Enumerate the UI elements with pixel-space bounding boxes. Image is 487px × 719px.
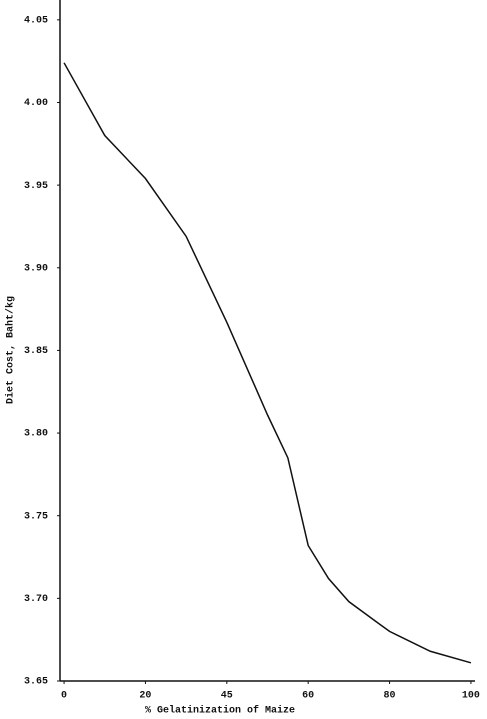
x-tick-label: 45 xyxy=(221,691,233,702)
x-tick-label: 80 xyxy=(384,691,396,702)
y-tick-label: 3.70 xyxy=(24,594,48,605)
y-tick-label: 3.85 xyxy=(24,346,48,357)
x-tick-label: 60 xyxy=(302,691,314,702)
y-tick-label: 4.00 xyxy=(24,98,48,109)
y-tick-label: 3.90 xyxy=(24,263,48,274)
y-axis-title: Diet Cost, Baht/kg xyxy=(5,296,17,404)
x-axis-title: % Gelatinization of Maize xyxy=(145,705,295,717)
y-tick-label: 4.05 xyxy=(24,15,48,26)
data-line xyxy=(63,62,472,664)
y-tick-label: 3.65 xyxy=(24,677,48,688)
y-tick-label: 3.95 xyxy=(24,181,48,192)
x-tick-label: 0 xyxy=(61,691,67,702)
x-tick-label: 20 xyxy=(139,691,151,702)
y-tick-label: 3.80 xyxy=(24,429,48,440)
x-tick-label: 100 xyxy=(462,691,480,702)
y-tick-label: 3.75 xyxy=(24,511,48,522)
